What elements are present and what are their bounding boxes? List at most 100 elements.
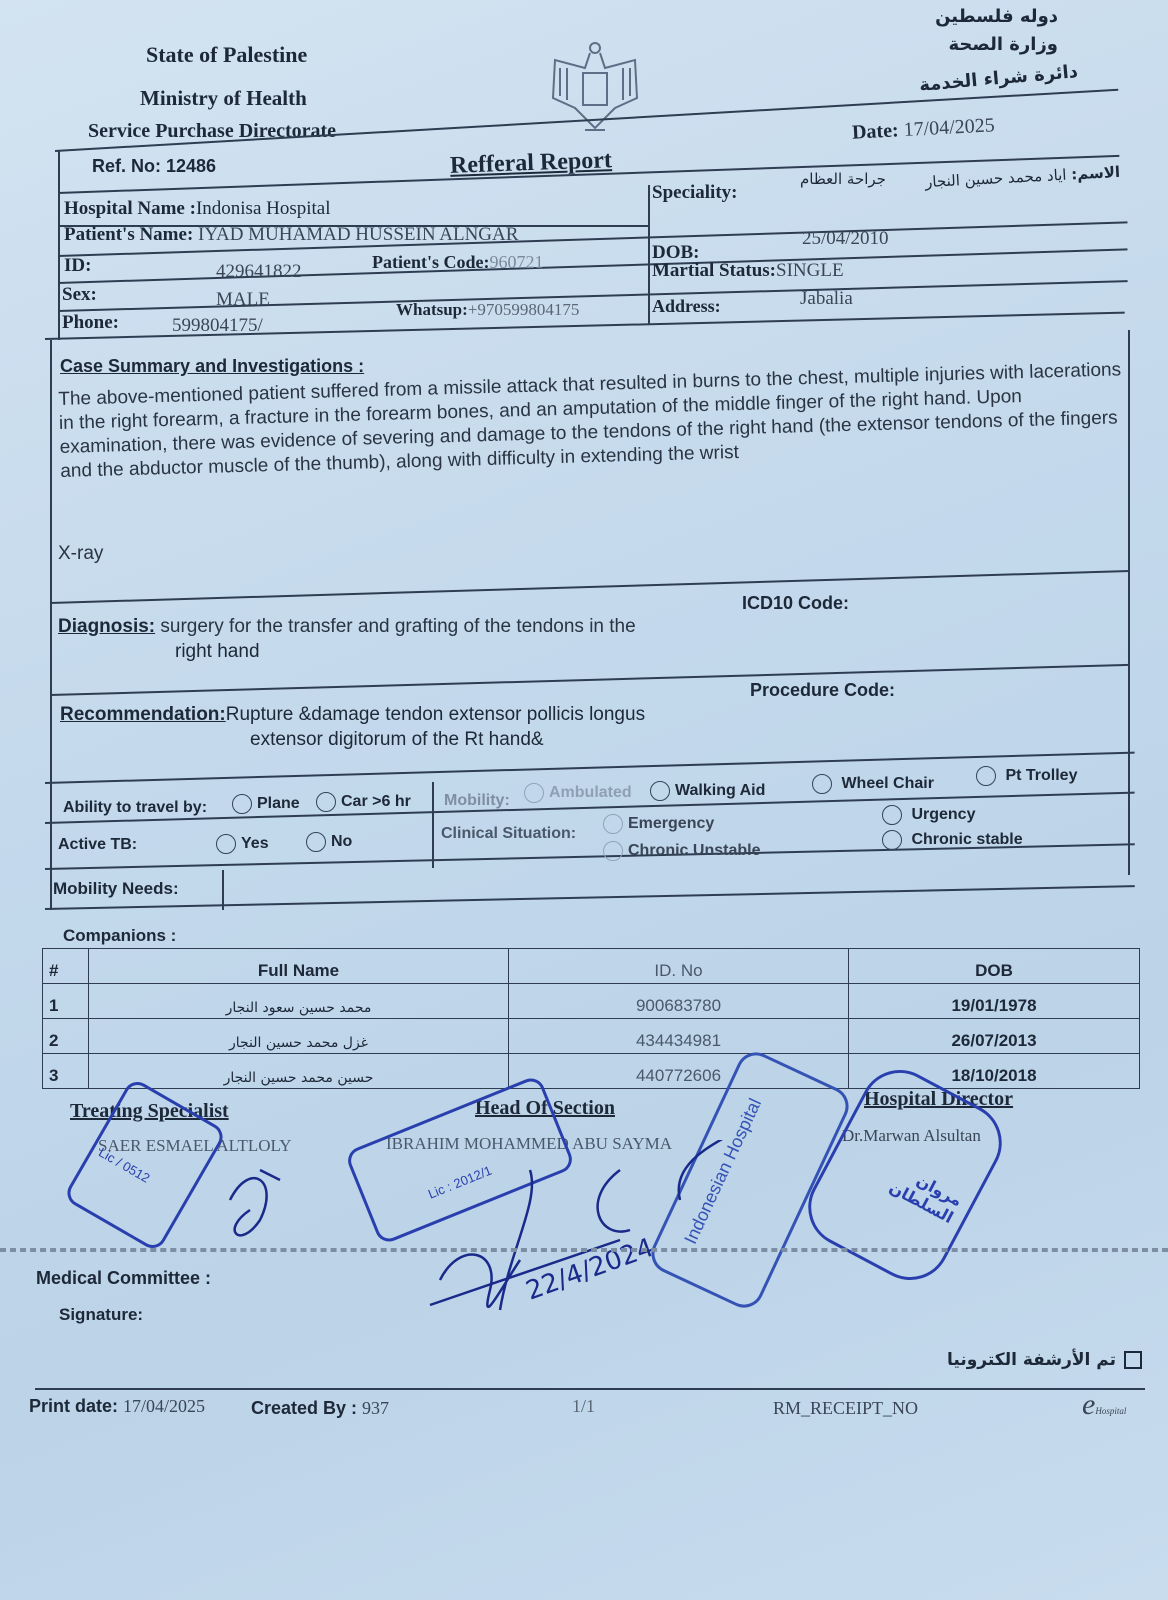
emergency-label: Emergency [628,815,715,833]
archive-label: تم الأرشفة الكترونيا [947,1350,1116,1370]
col-id: ID. No [508,948,849,984]
row-dob: 19/01/1978 [848,983,1140,1019]
travel-car-option[interactable]: Car >6 hr [316,792,411,812]
companions-table: # Full Name ID. No DOB 1 محمد حسين سعود … [42,948,1140,1089]
sex-value: MALE [216,289,270,310]
tb-no-radio[interactable] [306,832,326,852]
created-by-label: Created By : [251,1398,358,1418]
travel-label: Ability to travel by: [63,799,208,816]
chronic-unstable-radio[interactable] [603,841,623,861]
name-ar-label: الاسم: [1070,162,1121,184]
tb-yes-label: Yes [241,835,269,853]
tb-yes-radio[interactable] [216,834,236,854]
diagnosis-line1: surgery for the transfer and grafting of… [160,616,636,637]
wheel-chair-label: Wheel Chair [841,775,934,793]
row-number: 3 [42,1053,89,1089]
receipt-no: RM_RECEIPT_NO [773,1398,919,1418]
car-label: Car >6 hr [341,793,411,811]
mobility-ambulated-option[interactable]: Ambulated [524,783,632,803]
tb-yes-option[interactable]: Yes [216,834,269,854]
hospital-value: Indonisa Hospital [195,198,331,219]
recommendation-line1: Rupture &damage tendon extensor pollicis… [225,704,646,725]
tb-no-option[interactable]: No [306,832,352,852]
header-ar-directorate: دائرة شراء الخدمة [918,61,1079,96]
eagle-emblem-icon [545,38,645,138]
pt-trolley-label: Pt Trolley [1005,767,1078,785]
wheel-chair-radio[interactable] [812,774,832,794]
clinical-chronic-unstable-option[interactable]: Chronic Unstable [603,841,760,861]
treating-specialist-name: SAER ESMAEL ALTLOLY [98,1136,292,1155]
head-of-section-title: Head Of Section [475,1097,615,1119]
tb-label: Active TB: [58,836,138,853]
chronic-unstable-label: Chronic Unstable [628,842,761,860]
print-date-label: Print date: [29,1396,119,1416]
mobility-needs-label: Mobility Needs: [53,879,179,898]
row-id: 900683780 [508,983,849,1019]
header-ar-state: دوله فلسطين [935,6,1058,27]
case-xray: X-ray [58,543,104,564]
head-of-section-name: IBRAHIM MOHAMMED ABU SAYMA [386,1134,673,1153]
speciality-label: Speciality: [652,182,738,203]
clinical-urgency-option[interactable]: Urgency [882,805,975,825]
name-ar-value: اياد محمد حسين النجار [924,165,1067,192]
id-value: 429641822 [216,261,302,282]
phone-label: Phone: [62,312,119,333]
mobility-pt-trolley-option[interactable]: Pt Trolley [976,766,1077,786]
walking-aid-label: Walking Aid [675,782,766,800]
row-id: 434434981 [508,1018,849,1054]
diagnosis-line2: right hand [175,641,260,662]
walking-aid-radio[interactable] [650,781,670,801]
ambulated-label: Ambulated [549,784,632,802]
whatsapp-label: Whatsup: [396,300,468,319]
e-hospital-logo-icon: eHospital [1082,1388,1127,1421]
clinical-emergency-option[interactable]: Emergency [603,814,714,834]
treating-specialist-title: Treating Specialist [70,1100,229,1122]
ref-value: 12486 [166,156,217,176]
handwritten-signatures: 22/4/2024 [228,1140,724,1311]
header-ar-ministry: وزارة الصحة [948,34,1058,55]
hospital-director-title: Hospital Director [864,1088,1014,1110]
ambulated-radio[interactable] [524,783,544,803]
row-dob: 18/10/2018 [848,1053,1140,1089]
created-by-value: 937 [362,1398,390,1418]
clinical-chronic-stable-option[interactable]: Chronic stable [882,830,1023,850]
date-value: 17/04/2025 [903,114,996,142]
mobility-label: Mobility: [444,792,510,809]
chronic-stable-radio[interactable] [882,830,902,850]
pt-trolley-radio[interactable] [976,766,996,786]
date-label: Date: [851,119,900,144]
tb-no-label: No [331,833,353,851]
archive-checkbox-row[interactable]: تم الأرشفة الكترونيا [947,1350,1142,1370]
clinical-label: Clinical Situation: [441,825,577,842]
row-name: محمد حسين سعود النجار [88,983,509,1019]
row-name: غزل محمد حسين النجار [88,1018,509,1054]
recommendation-line2: extensor digitorum of the Rt hand& [250,729,544,750]
row-number: 1 [42,983,89,1019]
sex-label: Sex: [62,284,97,305]
plane-radio[interactable] [232,794,252,814]
companions-label: Companions : [63,926,177,945]
mobility-walking-aid-option[interactable]: Walking Aid [650,781,765,801]
mobility-wheel-chair-option[interactable]: Wheel Chair [812,774,934,794]
stamp-text: Lic / 0512 [96,1144,153,1186]
row-number: 2 [42,1018,89,1054]
ref-label: Ref. No: [92,156,161,176]
urgency-radio[interactable] [882,805,902,825]
col-full-name: Full Name [88,948,509,984]
diagnosis-label: Diagnosis: [58,616,156,637]
patient-code-label: Patient's Code: [372,252,490,272]
patient-name-label: Patient's Name: [64,224,194,245]
emergency-radio[interactable] [603,814,623,834]
col-number: # [42,948,89,984]
travel-plane-option[interactable]: Plane [232,794,300,814]
icd-label: ICD10 Code: [742,593,850,613]
header-state: State of Palestine [146,42,308,67]
case-heading: Case Summary and Investigations : [60,356,365,376]
header-ministry: Ministry of Health [140,86,307,110]
hospital-label: Hospital Name : [64,198,196,219]
table-row: 2 غزل محمد حسين النجار 434434981 26/07/2… [42,1018,1140,1054]
archive-checkbox[interactable] [1124,1351,1142,1369]
procedure-code-label: Procedure Code: [750,680,896,700]
recommendation-label: Recommendation: [60,704,226,725]
car-radio[interactable] [316,792,336,812]
